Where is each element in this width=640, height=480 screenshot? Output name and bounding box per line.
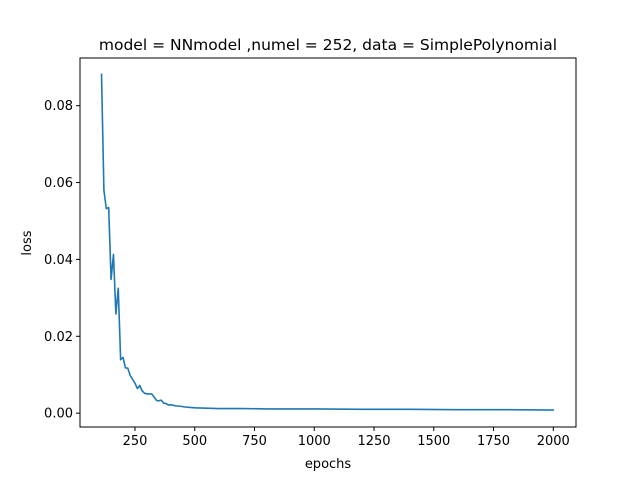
- y-tick-label: 0.02: [44, 330, 73, 345]
- x-tick-label: 1500: [417, 434, 450, 449]
- x-tick-label: 250: [123, 434, 148, 449]
- x-tick-label: 1750: [477, 434, 510, 449]
- y-tick-label: 0.00: [44, 407, 73, 422]
- chart-title: model = NNmodel ,numel = 252, data = Sim…: [99, 36, 557, 54]
- x-axis-label: epochs: [305, 457, 352, 472]
- y-tick-label: 0.04: [44, 253, 73, 268]
- plot-area: [100, 73, 555, 411]
- x-tick-label: 750: [242, 434, 267, 449]
- x-tick-label: 2000: [537, 434, 570, 449]
- axes-frame: [79, 57, 577, 428]
- x-tick-label: 1000: [298, 434, 331, 449]
- x-tick-label: 1250: [357, 434, 390, 449]
- y-tick-label: 0.08: [44, 99, 73, 114]
- x-axis: 250 500 750 1000 1250 1500 1750 2000: [123, 427, 570, 449]
- y-axis: 0.00 0.02 0.04 0.06 0.08: [44, 99, 80, 422]
- x-tick-label: 500: [182, 434, 207, 449]
- y-tick-label: 0.06: [44, 176, 73, 191]
- series-line-0: [100, 73, 555, 411]
- y-axis-label: loss: [20, 230, 35, 255]
